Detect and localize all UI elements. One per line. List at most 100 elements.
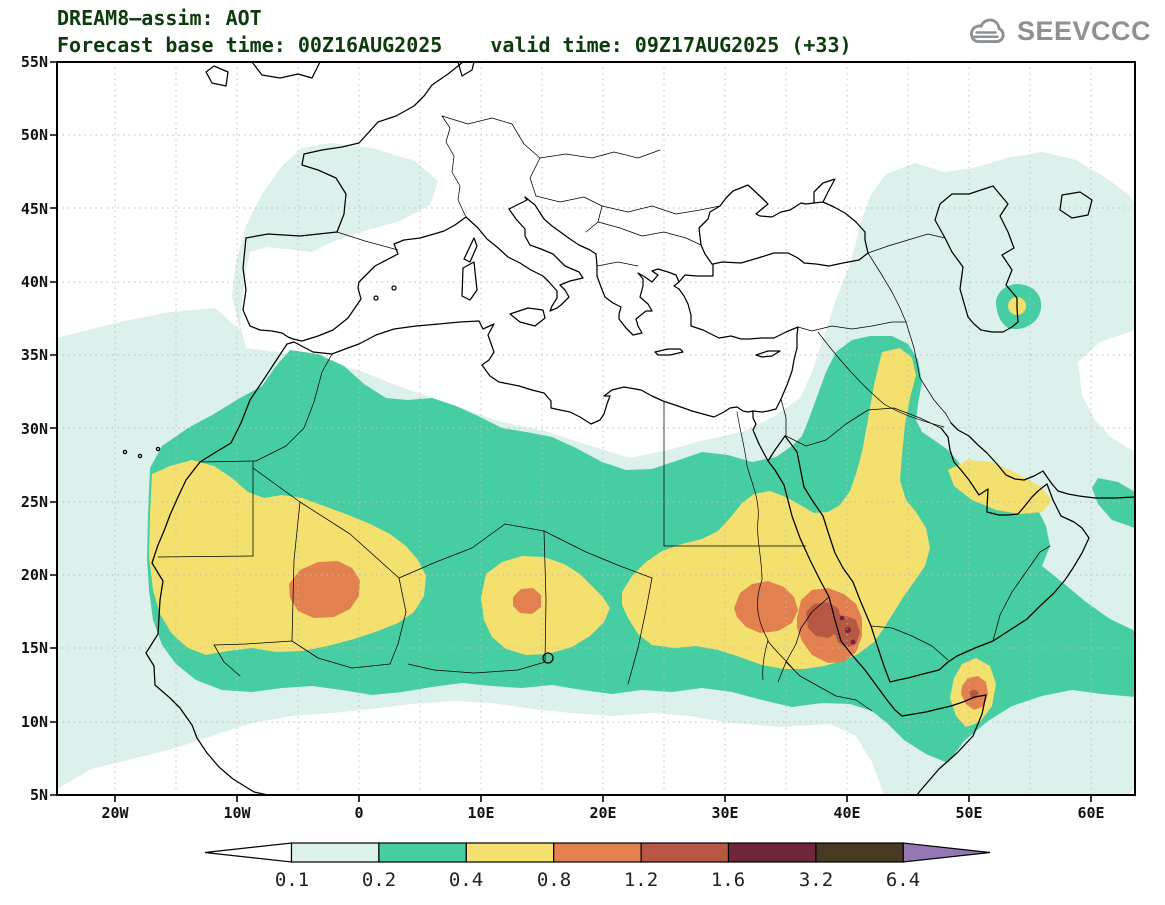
border-mauritania-mali xyxy=(291,501,301,642)
colorbar-right-arrow xyxy=(902,842,991,863)
border-hungary-croatia xyxy=(535,195,603,233)
coast-balkans-greece-turkey xyxy=(524,196,799,413)
legend-label-0.4: 0.4 xyxy=(449,869,483,891)
coast-italy xyxy=(465,196,584,312)
lat-axis: 55N 50N 45N 40N 35N 30N 25N 20N 15N 10N … xyxy=(21,53,48,804)
island-canary-b xyxy=(137,453,143,459)
lon-label-10w: 10W xyxy=(223,804,251,822)
river-blue-nile xyxy=(767,640,795,671)
contour-1.6-spot-a xyxy=(839,615,845,621)
legend-swatch-3.2-6.4 xyxy=(815,842,904,863)
axis-ticks xyxy=(50,61,1092,802)
contour-0.8-sudan xyxy=(734,581,798,633)
border-bulgaria-serbia xyxy=(597,221,702,246)
lat-label-55n: 55N xyxy=(21,53,48,71)
coast-azov xyxy=(813,178,836,204)
border-mali-senegal xyxy=(213,640,293,646)
island-crete xyxy=(654,348,684,356)
island-canary-c xyxy=(155,446,161,452)
island-cyprus xyxy=(755,350,781,358)
island-jutland xyxy=(457,62,475,77)
border-iraq-iran xyxy=(905,321,952,424)
lat-label-15n: 15N xyxy=(21,639,48,657)
border-macedonia xyxy=(596,261,639,267)
border-france-east xyxy=(441,115,467,218)
lon-label-0: 0 xyxy=(354,804,363,822)
border-senegal-guinea xyxy=(213,644,241,677)
border-wsahara-mauritania-s xyxy=(157,555,254,558)
cloud-icon xyxy=(970,18,1005,43)
island-balearic-a xyxy=(391,285,397,291)
island-balearic-b xyxy=(373,295,379,301)
island-ireland xyxy=(205,65,229,87)
border-mali-south xyxy=(291,640,391,669)
coast-persian-gulf-iran xyxy=(950,422,1135,499)
island-canary-a xyxy=(122,449,128,455)
lon-label-60e: 60E xyxy=(1077,804,1104,822)
legend-swatch-0.1-0.2 xyxy=(290,842,380,863)
coast-africa-north-west xyxy=(286,320,786,462)
plot-subtitle: Forecast base time: 00Z16AUG2025 valid ti… xyxy=(57,33,852,57)
seevccc-logo: SEEVCCC xyxy=(964,16,1151,47)
coast-africa-atlantic xyxy=(145,343,288,795)
country-borders xyxy=(157,115,1051,712)
border-niger-nigeria xyxy=(407,661,546,674)
lat-label-50n: 50N xyxy=(21,126,48,144)
plot-title: DREAM8—assim: AOT xyxy=(57,6,262,30)
legend-swatch-0.8-1.2 xyxy=(553,842,642,863)
legend-label-1.2: 1.2 xyxy=(624,869,658,891)
border-niger-libya xyxy=(504,523,545,532)
legend-label-1.6: 1.6 xyxy=(711,869,745,891)
border-benelux-germany xyxy=(441,115,525,145)
legend-label-6.4: 6.4 xyxy=(886,869,920,891)
lon-axis: 20W 10W 0 10E 20E 30E 40E 50E 60E xyxy=(101,804,1104,822)
lat-label-40n: 40N xyxy=(21,273,48,291)
lon-label-40e: 40E xyxy=(833,804,860,822)
contour-0.4-sudan-arabia xyxy=(622,348,930,669)
lat-label-35n: 35N xyxy=(21,346,48,364)
border-sudan-eritrea-ethiopia xyxy=(777,596,830,683)
coast-black-sea xyxy=(678,184,869,283)
logo-text: SEEVCCC xyxy=(1016,16,1151,46)
island-sardinia xyxy=(461,261,478,301)
border-oman-yemen xyxy=(992,545,1051,642)
border-morocco-wsahara xyxy=(199,460,257,463)
border-germany-czech xyxy=(523,143,541,197)
coast-redsea-horn xyxy=(767,460,987,795)
river-euphrates xyxy=(817,331,945,428)
island-britain xyxy=(251,62,321,79)
lon-label-50e: 50E xyxy=(955,804,982,822)
border-morocco-algeria xyxy=(255,353,333,462)
lat-label-5n: 5N xyxy=(30,786,48,804)
contour-0.4-gulf xyxy=(948,460,1052,514)
lat-label-30n: 30N xyxy=(21,420,48,438)
rivers xyxy=(736,331,945,681)
forecast-base-time: Forecast base time: 00Z16AUG2025 xyxy=(57,33,443,57)
border-libya-chad xyxy=(543,530,653,579)
border-algeria-mali xyxy=(252,467,400,579)
legend-label-0.1: 0.1 xyxy=(275,869,309,891)
contour-1.6-spot-c xyxy=(850,639,856,645)
lon-label-20e: 20E xyxy=(589,804,616,822)
contour-0.8-chad xyxy=(513,588,541,614)
border-turkey-south xyxy=(797,321,907,332)
border-chad-niger xyxy=(543,530,547,663)
legend-label-0.8: 0.8 xyxy=(537,869,571,891)
coastlines xyxy=(122,62,1135,795)
coast-iberia-westmed xyxy=(242,216,467,342)
border-saudi-yemen xyxy=(870,625,949,661)
contour-0.2-se-iran xyxy=(1092,478,1135,528)
legend-swatch-1.6-3.2 xyxy=(727,842,817,863)
coast-caspian xyxy=(934,185,1019,333)
border-romania xyxy=(601,205,721,215)
contour-0.4-west-africa xyxy=(149,460,426,655)
coast-aral xyxy=(1059,191,1093,219)
border-chad-sudan xyxy=(627,577,653,685)
river-nile xyxy=(736,411,769,681)
lat-label-45n: 45N xyxy=(21,200,48,218)
colorbar: 0.1 0.2 0.4 0.8 1.2 1.6 3.2 6.4 xyxy=(204,842,991,891)
colorbar-left-arrow xyxy=(204,842,293,863)
lat-label-20n: 20N xyxy=(21,566,48,584)
